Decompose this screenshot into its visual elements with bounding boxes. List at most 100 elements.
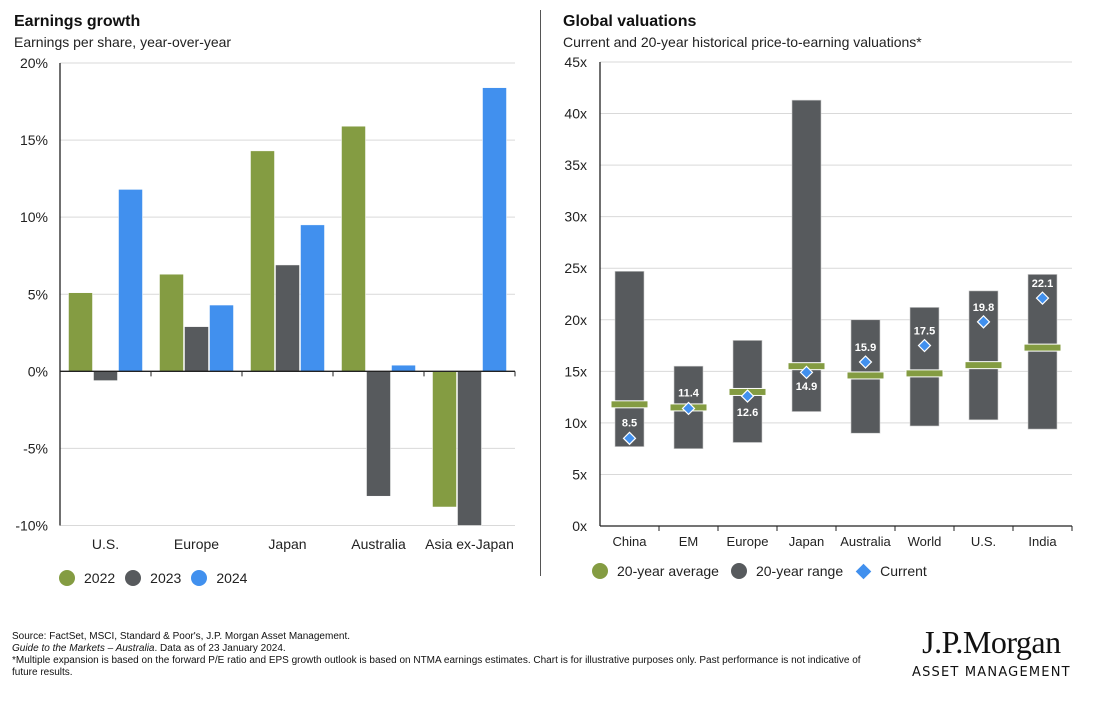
legend-swatch-current-diamond-icon — [855, 563, 872, 579]
current-value-label-japan: 14.9 — [796, 381, 817, 393]
current-value-label-u-s-: 19.8 — [973, 302, 994, 314]
right-chart-title: Global valuations — [563, 13, 697, 30]
current-value-label-india: 22.1 — [1032, 278, 1053, 290]
right-y-tick-label: 15x — [564, 363, 587, 379]
bar-2024-u-s- — [118, 189, 143, 372]
right-y-tick-label: 25x — [564, 260, 587, 276]
right-y-tick-label: 20x — [564, 312, 587, 328]
right-x-tick-label: EM — [679, 534, 699, 549]
right-y-tick-label: 0x — [572, 518, 587, 534]
right-legend: 20-year average 20-year range Current — [592, 563, 937, 579]
legend-swatch-average — [592, 563, 608, 579]
legend-label-average: 20-year average — [617, 563, 719, 579]
panel-divider — [540, 10, 541, 576]
bar-2023-asia-ex-japan — [457, 371, 482, 526]
footer-guide: Guide to the Markets – Australia. Data a… — [12, 643, 872, 655]
right-y-tick-label: 45x — [564, 54, 587, 70]
logo-tagline: ASSET MANAGEMENT — [912, 665, 1071, 680]
range-bar-china — [614, 271, 645, 447]
legend-item-2023: 2023 — [125, 570, 181, 586]
current-marker-china — [622, 431, 637, 446]
legend-label-2023: 2023 — [150, 570, 182, 586]
range-bar-u-s- — [968, 290, 999, 421]
right-y-tick-label: 30x — [564, 209, 587, 225]
jpmorgan-logo: J.P.Morgan ASSET MANAGEMENT — [912, 625, 1071, 680]
current-marker-india — [1035, 291, 1050, 305]
footer-guide-title: Guide to the Markets – Australia — [12, 643, 155, 654]
footer-guide-date: . Data as of 23 January 2024. — [154, 643, 286, 654]
right-x-tick-label: U.S. — [971, 534, 996, 549]
footer-disclaimer: *Multiple expansion is based on the forw… — [12, 655, 861, 678]
left-chart-subtitle: Earnings per share, year-over-year — [14, 34, 232, 50]
current-value-label-australia: 15.9 — [855, 342, 876, 354]
left-y-tick-label: 5% — [28, 286, 48, 302]
bar-2024-europe — [209, 304, 234, 372]
legend-swatch-range — [730, 563, 747, 579]
right-x-tick-label: Australia — [840, 534, 891, 549]
current-value-label-china: 8.5 — [622, 417, 637, 429]
average-marker-china — [610, 400, 649, 409]
bar-2024-japan — [300, 224, 325, 372]
current-marker-u-s- — [976, 314, 991, 329]
bar-2022-asia-ex-japan — [432, 371, 457, 508]
legend-swatch-2023 — [125, 570, 142, 586]
right-y-tick-label: 35x — [564, 157, 587, 173]
right-y-tick-label: 40x — [564, 106, 587, 122]
left-y-tick-label: 10% — [20, 209, 48, 225]
footer-source: Source: FactSet, MSCI, Standard & Poor's… — [12, 631, 350, 642]
average-marker-world — [905, 369, 944, 378]
legend-label-current: Current — [880, 563, 927, 579]
current-marker-world — [917, 338, 932, 353]
right-y-tick-label: 10x — [564, 415, 587, 431]
bar-2024-asia-ex-japan — [482, 87, 507, 372]
bar-2022-australia — [341, 125, 366, 372]
left-legend: 2022 2023 2024 — [59, 570, 257, 586]
right-x-tick-label: World — [908, 534, 942, 549]
legend-item-current: Current — [855, 563, 927, 579]
logo-brand: J.P.Morgan — [922, 624, 1061, 660]
bar-2022-europe — [159, 273, 184, 372]
left-y-tick-label: -10% — [15, 518, 48, 534]
average-marker-u-s- — [964, 361, 1003, 370]
legend-swatch-2024 — [191, 570, 208, 586]
left-y-tick-label: 20% — [20, 55, 48, 71]
left-y-tick-label: 15% — [20, 132, 48, 148]
current-value-label-europe: 12.6 — [737, 407, 758, 419]
left-x-tick-label: Asia ex-Japan — [425, 536, 514, 552]
legend-swatch-2022 — [59, 570, 75, 586]
range-bar-world — [909, 307, 940, 427]
left-x-tick-label: Australia — [351, 536, 406, 552]
legend-item-average: 20-year average — [592, 563, 719, 579]
right-x-tick-label: India — [1028, 534, 1057, 549]
left-x-tick-label: Europe — [174, 536, 219, 552]
right-chart-subtitle: Current and 20-year historical price-to-… — [563, 34, 922, 50]
legend-item-2024: 2024 — [191, 570, 247, 586]
bar-2024-australia — [391, 364, 416, 372]
right-y-tick-label: 5x — [572, 466, 587, 482]
legend-label-2022: 2022 — [84, 570, 116, 586]
bar-2022-u-s- — [68, 292, 93, 372]
current-value-label-em: 11.4 — [678, 387, 700, 399]
current-marker-em — [681, 401, 696, 416]
current-marker-australia — [858, 355, 873, 369]
left-chart-title: Earnings growth — [14, 13, 141, 30]
current-marker-japan — [799, 365, 814, 380]
average-marker-india — [1023, 343, 1062, 352]
current-value-label-world: 17.5 — [914, 326, 935, 338]
bar-2023-europe — [184, 326, 209, 372]
left-y-tick-label: 0% — [28, 363, 48, 379]
average-marker-australia — [846, 371, 885, 380]
bar-2023-japan — [275, 264, 300, 372]
bar-2022-japan — [250, 150, 275, 372]
current-marker-europe — [740, 389, 755, 403]
legend-label-2024: 2024 — [216, 570, 248, 586]
right-x-tick-label: Japan — [789, 534, 824, 549]
bar-2023-australia — [366, 371, 391, 497]
legend-label-range: 20-year range — [755, 563, 844, 579]
legend-item-2022: 2022 — [59, 570, 115, 586]
left-y-tick-label: -5% — [23, 440, 48, 456]
left-x-tick-label: Japan — [268, 536, 306, 552]
range-bar-japan — [791, 99, 822, 412]
footer-notes: Source: FactSet, MSCI, Standard & Poor's… — [12, 631, 872, 679]
